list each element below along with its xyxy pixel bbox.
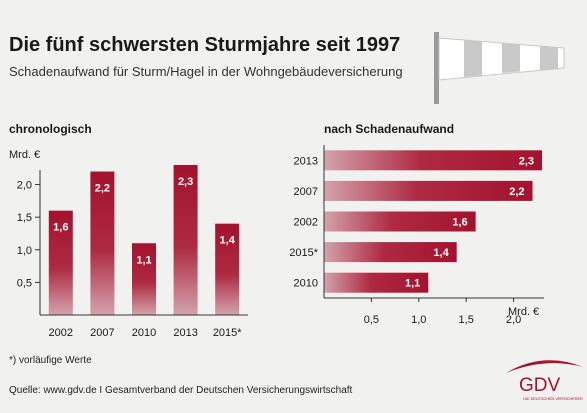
bar-value-label: 1,1: [136, 254, 151, 266]
bar: [324, 180, 533, 201]
y-axis-label: Mrd. €: [9, 149, 40, 161]
x-tick-label: 2013: [173, 327, 197, 339]
bar: [48, 210, 73, 315]
bar: [324, 150, 542, 171]
y-tick-label: 2002: [294, 217, 318, 229]
bar: [324, 272, 429, 293]
logo-swoosh: [506, 360, 583, 373]
x-tick-label: 1,5: [459, 314, 474, 326]
x-tick-label: 2002: [49, 327, 73, 339]
bar-value-label: 2,3: [519, 155, 534, 167]
y-tick-label: 1,0: [17, 245, 32, 257]
bar: [132, 243, 156, 315]
page-subtitle: Schadenaufwand für Sturm/Hagel in der Wo…: [9, 64, 403, 79]
bar: [324, 211, 476, 232]
bar: [324, 242, 457, 263]
source-note: Quelle: www.gdv.de I Gesamtverband der D…: [9, 385, 353, 396]
x-tick-label: 2010: [132, 327, 156, 339]
logo-text: GDV: [519, 375, 561, 396]
bar-value-label: 1,4: [220, 235, 236, 247]
footnote: *) vorläufige Werte: [9, 355, 92, 366]
y-tick-label: 2013: [294, 155, 318, 167]
page-title: Die fünf schwersten Sturmjahre seit 1997: [9, 34, 401, 56]
x-tick-label: 2015*: [213, 327, 242, 339]
y-tick-label: 2007: [294, 186, 318, 198]
chronological-bar-chart: Mrd. € 0,5 1,0 1,5 2,0 1,6 2002 2,2 2007 1,1 2010…: [9, 149, 248, 339]
x-tick-label: 2,0: [506, 314, 521, 326]
x-tick-label: 1,0: [411, 314, 426, 326]
y-tick-label: 0,5: [17, 277, 32, 289]
bar-value-label: 1,1: [405, 278, 420, 290]
bar-value-label: 2,3: [178, 176, 193, 188]
bar-value-label: 1,6: [452, 217, 467, 229]
x-tick-label: 0,5: [364, 314, 379, 326]
y-tick-label: 2,0: [17, 180, 32, 192]
x-tick-label: 2007: [90, 327, 114, 339]
bar-value-label: 2,2: [95, 183, 110, 195]
bar: [90, 171, 115, 315]
bar-value-label: 1,4: [433, 247, 449, 259]
ranked-bar-chart: Mrd. € 2,3 2013 2,2 2007 1,6 2002 1,4 2015* 1,1 2…: [290, 145, 544, 326]
gdv-logo: GDV DIE DEUTSCHEN VERSICHERER: [506, 360, 583, 401]
left-chart-title: chronologisch: [9, 122, 92, 136]
bar: [215, 223, 240, 315]
logo-tagline: DIE DEUTSCHEN VERSICHERER: [523, 397, 583, 401]
y-tick-label: 2010: [294, 278, 318, 290]
bar-value-label: 2,2: [509, 186, 524, 198]
y-tick-label: 1,5: [17, 212, 32, 224]
windsock-icon: [434, 32, 565, 104]
x-axis-label: Mrd. €: [508, 306, 539, 318]
bar: [173, 165, 198, 315]
right-chart-title: nach Schadenaufwand: [324, 122, 455, 136]
bar-value-label: 1,6: [53, 222, 68, 234]
y-tick-label: 2015*: [290, 247, 319, 259]
